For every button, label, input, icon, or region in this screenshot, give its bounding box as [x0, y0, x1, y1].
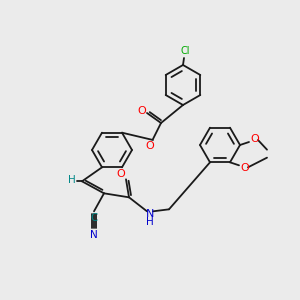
Text: H: H	[68, 175, 76, 185]
Text: H: H	[146, 217, 154, 227]
Text: O: O	[250, 134, 260, 144]
Text: O: O	[241, 163, 249, 173]
Text: O: O	[117, 169, 125, 179]
Text: N: N	[90, 230, 98, 240]
Text: N: N	[146, 209, 154, 219]
Text: O: O	[138, 106, 146, 116]
Text: Cl: Cl	[180, 46, 190, 56]
Text: C: C	[90, 213, 98, 223]
Text: O: O	[146, 141, 154, 151]
